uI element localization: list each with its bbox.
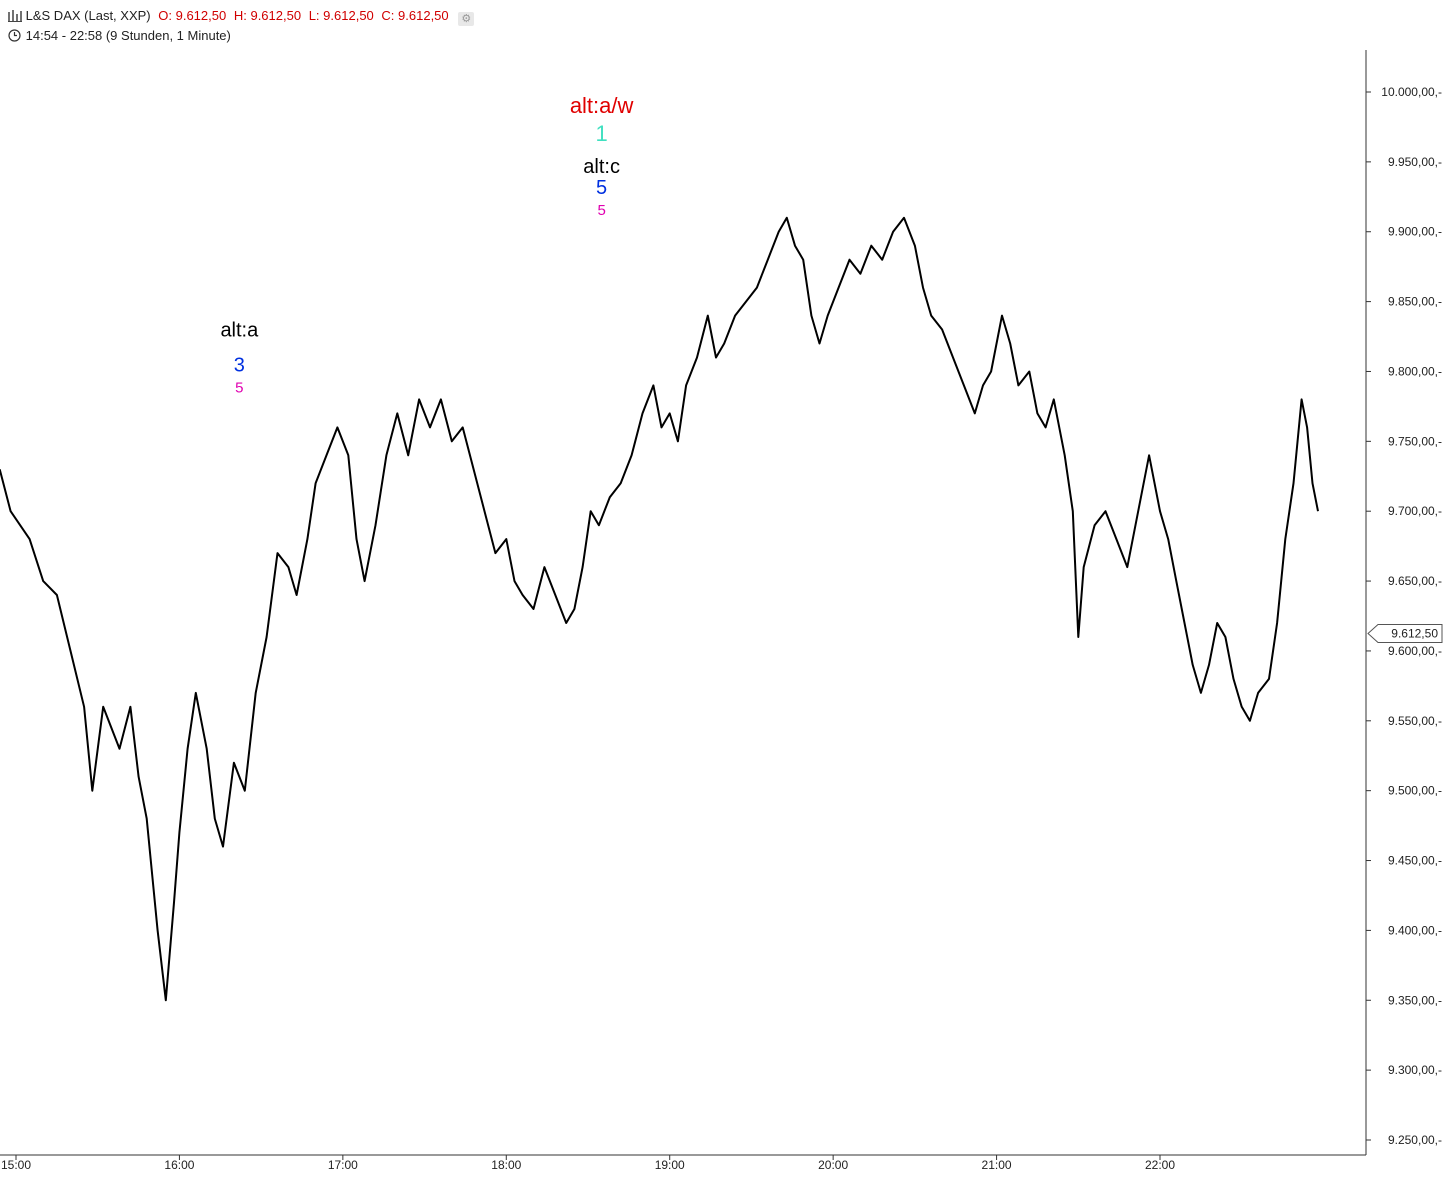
x-tick-label: 17:00 [328, 1158, 358, 1172]
y-tick-label: 9.400,00,- [1388, 923, 1442, 937]
timeframe-text: 14:54 - 22:58 (9 Stunden, 1 Minute) [25, 28, 231, 43]
wave-label: 5 [235, 379, 243, 396]
y-tick-label: 9.700,00,- [1388, 504, 1442, 518]
y-tick-label: 9.850,00,- [1388, 295, 1442, 309]
chart-header: L&S DAX (Last, XXP) O: 9.612,50 H: 9.612… [8, 8, 475, 26]
y-tick-label: 9.350,00,- [1388, 993, 1442, 1007]
low-label: L: [308, 8, 320, 23]
last-price-box [1367, 623, 1443, 643]
x-tick-label: 19:00 [655, 1158, 685, 1172]
instrument-name: L&S DAX (Last, XXP) [25, 8, 151, 23]
timeframe-row: 14:54 - 22:58 (9 Stunden, 1 Minute) [8, 28, 231, 45]
open-label: O: [158, 8, 172, 23]
wave-label: 3 [234, 354, 245, 376]
x-tick-label: 16:00 [164, 1158, 194, 1172]
y-tick-label: 9.600,00,- [1388, 644, 1442, 658]
last-price-label: 9.612,50 [1391, 626, 1438, 640]
wave-label: 5 [596, 177, 607, 199]
high-value: 9.612,50 [250, 8, 302, 23]
y-tick-label: 9.500,00,- [1388, 784, 1442, 798]
wave-label: alt:c [583, 156, 620, 178]
y-tick-label: 9.950,00,- [1388, 155, 1442, 169]
high-label: H: [233, 8, 247, 23]
wave-label: 1 [595, 121, 607, 146]
wave-label: 5 [597, 202, 605, 219]
x-tick-label: 15:00 [1, 1158, 31, 1172]
x-tick-label: 18:00 [491, 1158, 521, 1172]
wave-label: alt:a/w [570, 93, 634, 118]
x-tick-label: 21:00 [982, 1158, 1012, 1172]
settings-icon[interactable]: ⚙ [458, 12, 475, 26]
x-tick-label: 22:00 [1145, 1158, 1175, 1172]
y-tick-label: 9.800,00,- [1388, 364, 1442, 378]
bar-chart-icon[interactable] [8, 9, 22, 25]
y-tick-label: 9.250,00,- [1388, 1133, 1442, 1147]
wave-label: alt:a [220, 320, 259, 342]
y-tick-label: 9.450,00,- [1388, 854, 1442, 868]
y-tick-label: 9.900,00,- [1388, 225, 1442, 239]
close-value: 9.612,50 [398, 8, 449, 23]
y-tick-label: 9.300,00,- [1388, 1063, 1442, 1077]
price-line [0, 216, 1319, 1002]
close-label: C: [381, 8, 395, 23]
y-tick-label: 10.000,00,- [1381, 85, 1442, 99]
last-price-marker: 9.612,50 [1367, 623, 1443, 643]
clock-icon [8, 29, 22, 45]
y-tick-label: 9.550,00,- [1388, 714, 1442, 728]
low-value: 9.612,50 [323, 8, 374, 23]
x-tick-label: 20:00 [818, 1158, 848, 1172]
y-tick-label: 9.650,00,- [1388, 574, 1442, 588]
y-tick-label: 9.750,00,- [1388, 434, 1442, 448]
open-value: 9.612,50 [175, 8, 227, 23]
